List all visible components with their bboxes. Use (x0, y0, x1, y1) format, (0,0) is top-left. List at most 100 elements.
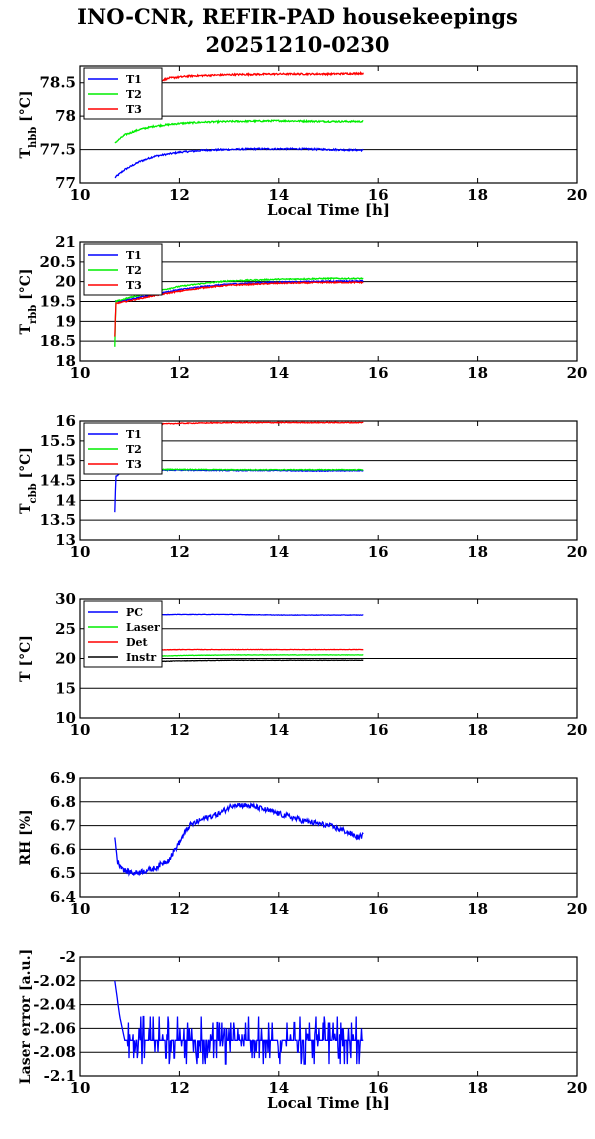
series-line-t1 (114, 468, 364, 513)
y-tick-label: 6.4 (50, 888, 76, 906)
x-tick-label: 16 (368, 186, 389, 204)
legend-label: Instr (126, 651, 156, 664)
legend-label: T3 (126, 458, 142, 471)
series-line-data (114, 801, 364, 877)
y-tick-label: 14 (55, 491, 76, 509)
x-tick-label: 18 (467, 186, 488, 204)
y-tick-label: 13 (55, 531, 76, 549)
y-tick-label: 30 (55, 590, 76, 608)
legend-label: T1 (126, 428, 142, 441)
y-tick-label: 10 (55, 709, 76, 727)
y-axis-label: Thbb [°C] (18, 91, 39, 159)
series-line-data (114, 980, 364, 1065)
y-axis-label: Trbb [°C] (18, 269, 39, 335)
legend-label: T2 (126, 88, 142, 101)
x-tick-label: 18 (467, 900, 488, 918)
y-tick-label: 20 (55, 650, 76, 668)
x-tick-label: 16 (368, 900, 389, 918)
y-tick-label: 21 (55, 233, 76, 251)
x-tick-label: 14 (268, 364, 289, 382)
y-axis-label: T [°C] (18, 635, 34, 682)
y-tick-label: 19 (55, 312, 76, 330)
legend-label: PC (126, 606, 143, 619)
chart-panel-4: 10 12 14 16 18 20 10 15 20 25 30 T [°C] PC Laser Det In… (18, 590, 587, 739)
x-tick-label: 16 (368, 543, 389, 561)
y-tick-label: 20.5 (39, 253, 76, 271)
legend-label: T2 (126, 443, 142, 456)
y-tick-label: -2 (59, 948, 76, 966)
x-tick-label: 10 (70, 900, 91, 918)
y-tick-label: 15 (55, 452, 76, 470)
series-line-t2 (114, 118, 364, 144)
y-tick-label: 6.5 (50, 864, 76, 882)
legend-label: T3 (126, 103, 142, 116)
y-tick-label: 13.5 (39, 511, 76, 529)
y-tick-label: 77.5 (39, 141, 76, 159)
y-tick-label: 6.8 (50, 793, 76, 811)
chart-panel-1: 10 12 14 16 18 20 77 77.5 78 78.5 Local Time [h] Th… (18, 65, 588, 219)
x-tick-label: 16 (368, 1079, 389, 1097)
y-tick-label: 20 (55, 273, 76, 291)
x-tick-label: 18 (467, 364, 488, 382)
plot-frame (79, 241, 578, 362)
legend-label: T3 (126, 279, 142, 292)
y-tick-label: -2.1 (44, 1067, 76, 1085)
legend-label: T2 (126, 264, 142, 277)
x-tick-label: 18 (467, 543, 488, 561)
y-tick-label: -2.08 (33, 1043, 76, 1061)
series-line-t1 (114, 147, 364, 179)
y-tick-label: 16 (55, 412, 76, 430)
x-tick-label: 20 (567, 364, 588, 382)
x-tick-label: 20 (567, 900, 588, 918)
x-tick-label: 12 (169, 364, 190, 382)
legend-label: T1 (126, 249, 142, 262)
x-tick-label: 10 (70, 1079, 91, 1097)
x-tick-label: 10 (70, 186, 91, 204)
y-tick-label: 25 (55, 620, 76, 638)
x-tick-label: 10 (70, 721, 91, 739)
legend-label: Laser (126, 621, 160, 634)
x-tick-label: 12 (169, 900, 190, 918)
y-tick-label: 18.5 (39, 332, 76, 350)
legend-label: Det (126, 636, 149, 649)
y-tick-label: 6.7 (50, 817, 76, 835)
x-tick-label: 18 (467, 721, 488, 739)
x-tick-label: 20 (567, 186, 588, 204)
y-tick-label: -2.02 (33, 972, 76, 990)
y-tick-label: 14.5 (39, 472, 76, 490)
x-tick-label: 10 (70, 543, 91, 561)
y-tick-label: 6.9 (50, 769, 76, 787)
x-tick-label: 14 (268, 721, 289, 739)
chart-panel-5: 10 12 14 16 18 20 6.4 6.5 6.6 6.7 6.8 6.9 RH [%] (18, 769, 587, 918)
x-tick-label: 14 (268, 900, 289, 918)
x-tick-label: 20 (567, 721, 588, 739)
x-tick-label: 14 (268, 186, 289, 204)
plot-frame (79, 598, 578, 719)
x-tick-label: 12 (169, 186, 190, 204)
series-line-t3 (139, 70, 364, 92)
plot-frame (79, 420, 578, 541)
x-axis-label: Local Time [h] (267, 1094, 390, 1112)
y-tick-label: 6.6 (50, 840, 76, 858)
y-tick-label: -2.06 (33, 1019, 76, 1037)
y-tick-label: 15 (55, 679, 76, 697)
y-axis-label: Laser error [a.u.] (18, 949, 34, 1084)
plot-frame (79, 777, 578, 898)
y-axis-label: Tcbb [°C] (18, 447, 39, 514)
x-tick-label: 16 (368, 721, 389, 739)
y-tick-label: 78 (55, 107, 76, 125)
legend-label: T1 (126, 73, 142, 86)
x-tick-label: 12 (169, 721, 190, 739)
plot-frame (79, 956, 578, 1077)
figure-title: INO-CNR, REFIR-PAD housekeepings (77, 4, 518, 29)
y-tick-label: 18 (55, 352, 76, 370)
x-tick-label: 10 (70, 364, 91, 382)
y-axis-label: RH [%] (18, 809, 34, 865)
y-tick-label: 15.5 (39, 432, 76, 450)
y-tick-label: 77 (55, 174, 76, 192)
x-tick-label: 18 (467, 1079, 488, 1097)
plot-frame (79, 65, 578, 184)
